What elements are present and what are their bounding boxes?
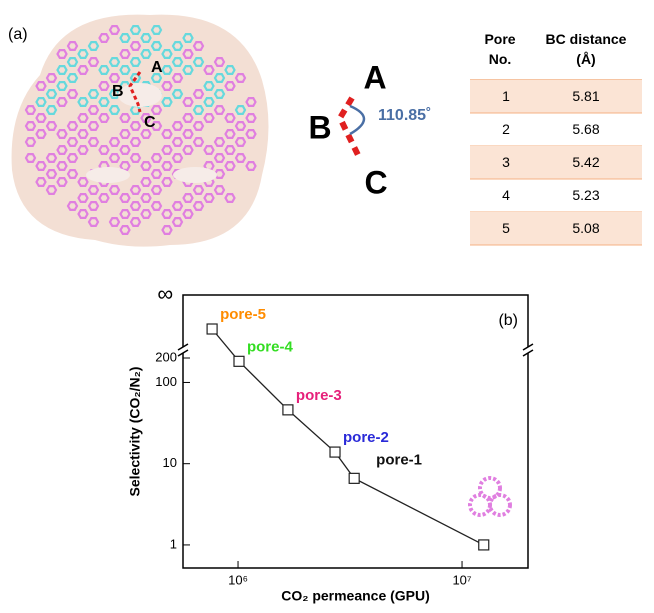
y-tick-label: 10	[163, 455, 177, 470]
y-axis-title: Selectivity (CO₂/N₂)	[127, 367, 143, 497]
panel-label: (b)	[498, 312, 518, 329]
table-header: BC distance(Å)	[546, 31, 627, 67]
angle-lines	[340, 98, 358, 155]
point	[349, 473, 359, 483]
point-label: B	[112, 83, 124, 100]
figure: (a) A B C A B C 110.85˚ PoreNo. BC distan…	[0, 0, 654, 608]
table-cell: 5	[502, 220, 510, 236]
table-cell: 2	[502, 121, 510, 137]
table-cell: 5.81	[572, 88, 599, 104]
table-cell: 5.68	[572, 121, 599, 137]
point-label: C	[144, 114, 156, 131]
table-cell: 3	[502, 154, 510, 170]
table-row-bg	[470, 80, 642, 113]
point	[283, 405, 293, 415]
angle-point: C	[364, 164, 387, 200]
angle-point: A	[363, 59, 386, 95]
table-cell: 5.08	[572, 220, 599, 236]
pore-label: pore-2	[343, 429, 389, 446]
angle-diagram: A B C 110.85˚	[308, 59, 431, 200]
point-label: A	[151, 59, 163, 76]
angle-value: 110.85˚	[378, 107, 431, 124]
icon-ring	[480, 478, 500, 498]
point	[207, 324, 217, 334]
structure-pore	[173, 167, 217, 183]
angle-point: B	[308, 109, 331, 145]
table-row-bg	[470, 212, 642, 245]
pore-label: pore-4	[247, 338, 293, 355]
table-row-bg	[470, 146, 642, 179]
y-break-label: ∞	[157, 281, 173, 306]
structure-pore	[86, 167, 130, 183]
x-tick-label: 10⁷	[452, 572, 471, 587]
y-tick-label: 1	[170, 536, 177, 551]
x-axis-title: CO₂ permeance (GPU)	[281, 588, 430, 604]
structure-image	[12, 15, 269, 247]
point	[479, 540, 489, 550]
x-tick-label: 10⁶	[228, 572, 248, 587]
table-cell: 5.42	[572, 154, 599, 170]
y-tick-label: 200	[155, 349, 177, 364]
table-cell: 4	[502, 187, 510, 203]
y-tick-label: 100	[155, 374, 177, 389]
series-line	[239, 361, 484, 545]
table: PoreNo. BC distance(Å) 1 5.81 2 5.68 3 5.42 4 5.2…	[470, 31, 642, 245]
angle-arc	[350, 106, 364, 134]
structure-pore	[118, 83, 162, 107]
point	[330, 447, 340, 457]
point	[234, 356, 244, 366]
pore-label: pore-1	[376, 451, 422, 468]
table-cell: 1	[502, 88, 510, 104]
icon-ring	[470, 495, 490, 515]
chart: ∞ 1 10 100 200 10⁶ 10⁷ CO₂ permeance (GPU) Selec…	[127, 281, 533, 604]
panel-label: (a)	[8, 26, 28, 43]
pore-label: pore-3	[296, 387, 342, 404]
pore-label: pore-5	[220, 306, 266, 323]
table-cell: 5.23	[572, 187, 599, 203]
